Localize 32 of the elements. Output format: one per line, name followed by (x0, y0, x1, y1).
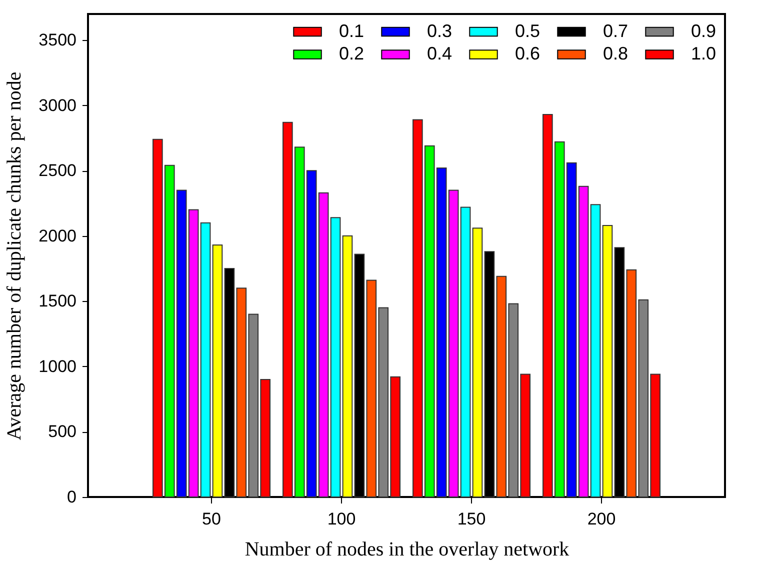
bar (212, 244, 223, 498)
legend-label: 0.1 (339, 20, 364, 41)
x-tick-label: 200 (587, 510, 616, 528)
y-tick-label: 500 (48, 422, 76, 442)
y-tick-label: 1500 (38, 292, 76, 311)
legend-label: 0.7 (603, 20, 628, 41)
legend-label: 0.3 (427, 20, 452, 41)
bar (602, 224, 613, 498)
x-tick-label: 150 (457, 510, 486, 528)
y-axis-title: Average number of duplicate chunks per node (4, 72, 26, 440)
legend-label: 0.5 (515, 20, 540, 41)
bar (330, 217, 341, 498)
y-tick-label: 1000 (38, 356, 76, 376)
bar (460, 206, 471, 498)
x-axis-title: Number of nodes in the overlay network (244, 538, 570, 560)
y-tick-label: 2500 (38, 161, 76, 180)
bar (342, 235, 353, 498)
y-tick-label: 3000 (38, 96, 76, 115)
bar (590, 204, 601, 498)
legend-label: 0.6 (515, 44, 540, 64)
x-tick-label: 50 (202, 510, 221, 528)
legend-label: 0.2 (339, 44, 364, 64)
bar (200, 222, 211, 498)
y-tick-label: 3500 (38, 30, 76, 50)
legend-label: 0.9 (691, 20, 716, 41)
x-tick-label: 100 (327, 510, 356, 528)
y-tick-label: 2000 (38, 226, 76, 246)
legend-label: 1.0 (691, 44, 716, 64)
legend-label: 0.8 (603, 44, 628, 64)
legend-label: 0.4 (427, 44, 452, 64)
y-tick-label: 0 (67, 488, 76, 506)
bar (472, 228, 483, 498)
